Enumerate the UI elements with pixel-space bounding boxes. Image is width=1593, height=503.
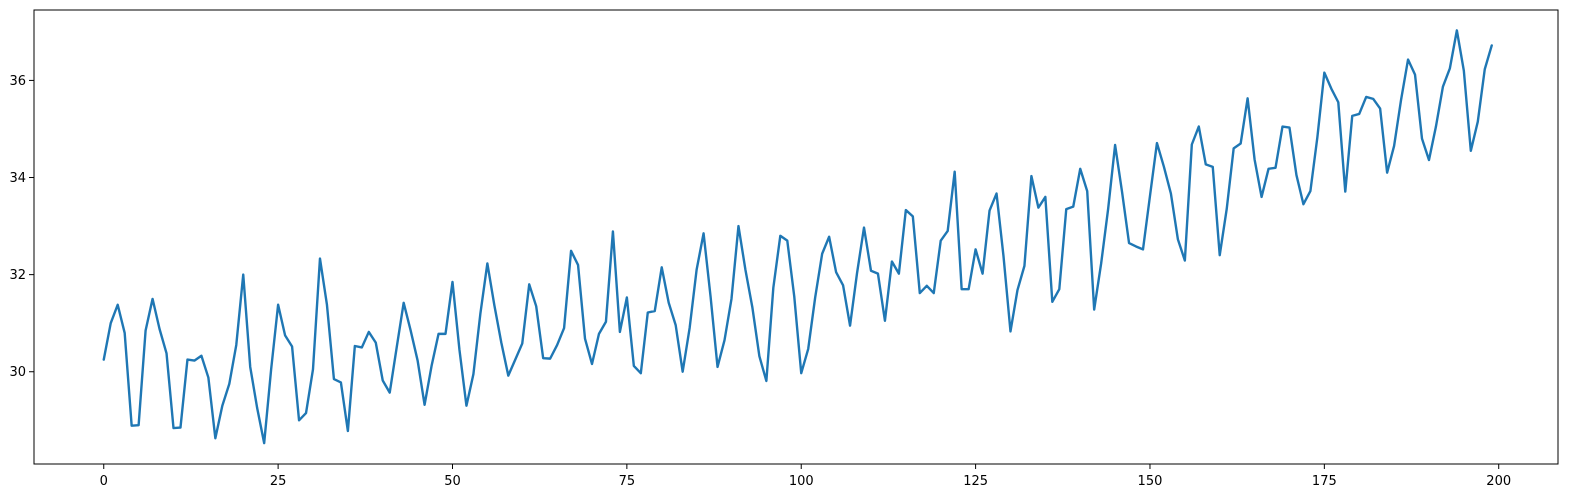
- y-tick-label: 32: [9, 268, 26, 283]
- y-tick-label: 36: [9, 74, 26, 89]
- plot-area: [102, 29, 1493, 445]
- axes-frame: [33, 9, 1559, 465]
- y-tick-label: 30: [9, 365, 26, 380]
- x-tick-label: 200: [1486, 474, 1511, 489]
- y-axis: 30 32 34 36: [9, 74, 34, 380]
- x-axis: 0 25 50 75 100 125 150 175 200: [100, 464, 1511, 489]
- x-tick-label: 0: [100, 474, 108, 489]
- series-line-0: [102, 29, 1493, 445]
- y-tick-label: 34: [9, 171, 26, 186]
- x-tick-label: 75: [619, 474, 636, 489]
- x-tick-label: 25: [270, 474, 287, 489]
- x-tick-label: 150: [1138, 474, 1163, 489]
- x-tick-label: 100: [789, 474, 814, 489]
- x-tick-label: 125: [963, 474, 988, 489]
- x-tick-label: 175: [1312, 474, 1337, 489]
- x-tick-label: 50: [444, 474, 461, 489]
